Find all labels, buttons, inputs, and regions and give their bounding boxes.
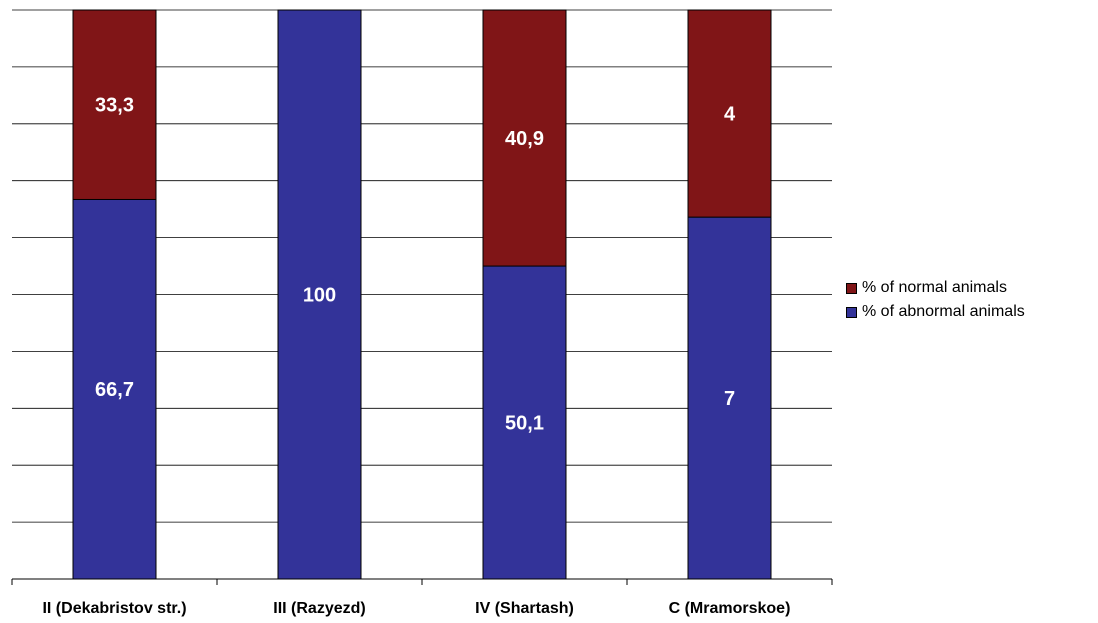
legend: % of normal animals % of abnormal animal…	[846, 277, 1025, 325]
category-label: C (Mramorskoe)	[669, 600, 791, 617]
legend-item-normal: % of normal animals	[846, 277, 1025, 299]
data-label: 40,9	[505, 128, 544, 150]
category-label: II (Dekabristov str.)	[42, 600, 186, 617]
data-label: 50,1	[505, 413, 544, 435]
legend-label-abnormal: % of abnormal animals	[862, 303, 1025, 320]
data-label: 33,3	[95, 95, 134, 117]
data-label: 4	[724, 104, 736, 126]
category-labels: II (Dekabristov str.) III (Razyezd) IV (Sh…	[42, 600, 790, 617]
bar-segment	[72, 198, 157, 580]
bar-segment	[482, 9, 567, 267]
data-label: 66,7	[95, 379, 134, 401]
bar-segment	[687, 9, 772, 218]
legend-swatch-abnormal	[846, 306, 857, 318]
bars: 66,7 33,3 100 50,1 40,9 7 4	[72, 9, 772, 580]
data-label: 100	[303, 285, 336, 307]
category-label: III (Razyezd)	[273, 600, 365, 617]
bar-segment	[72, 9, 157, 200]
x-axis	[11, 578, 833, 585]
legend-label-normal: % of normal animals	[862, 279, 1007, 296]
category-label: IV (Shartash)	[475, 600, 574, 617]
bar-segment	[277, 9, 362, 580]
bar-segment	[482, 265, 567, 580]
legend-item-abnormal: % of abnormal animals	[846, 301, 1025, 323]
data-label: 7	[724, 388, 735, 410]
legend-swatch-normal	[846, 282, 857, 294]
